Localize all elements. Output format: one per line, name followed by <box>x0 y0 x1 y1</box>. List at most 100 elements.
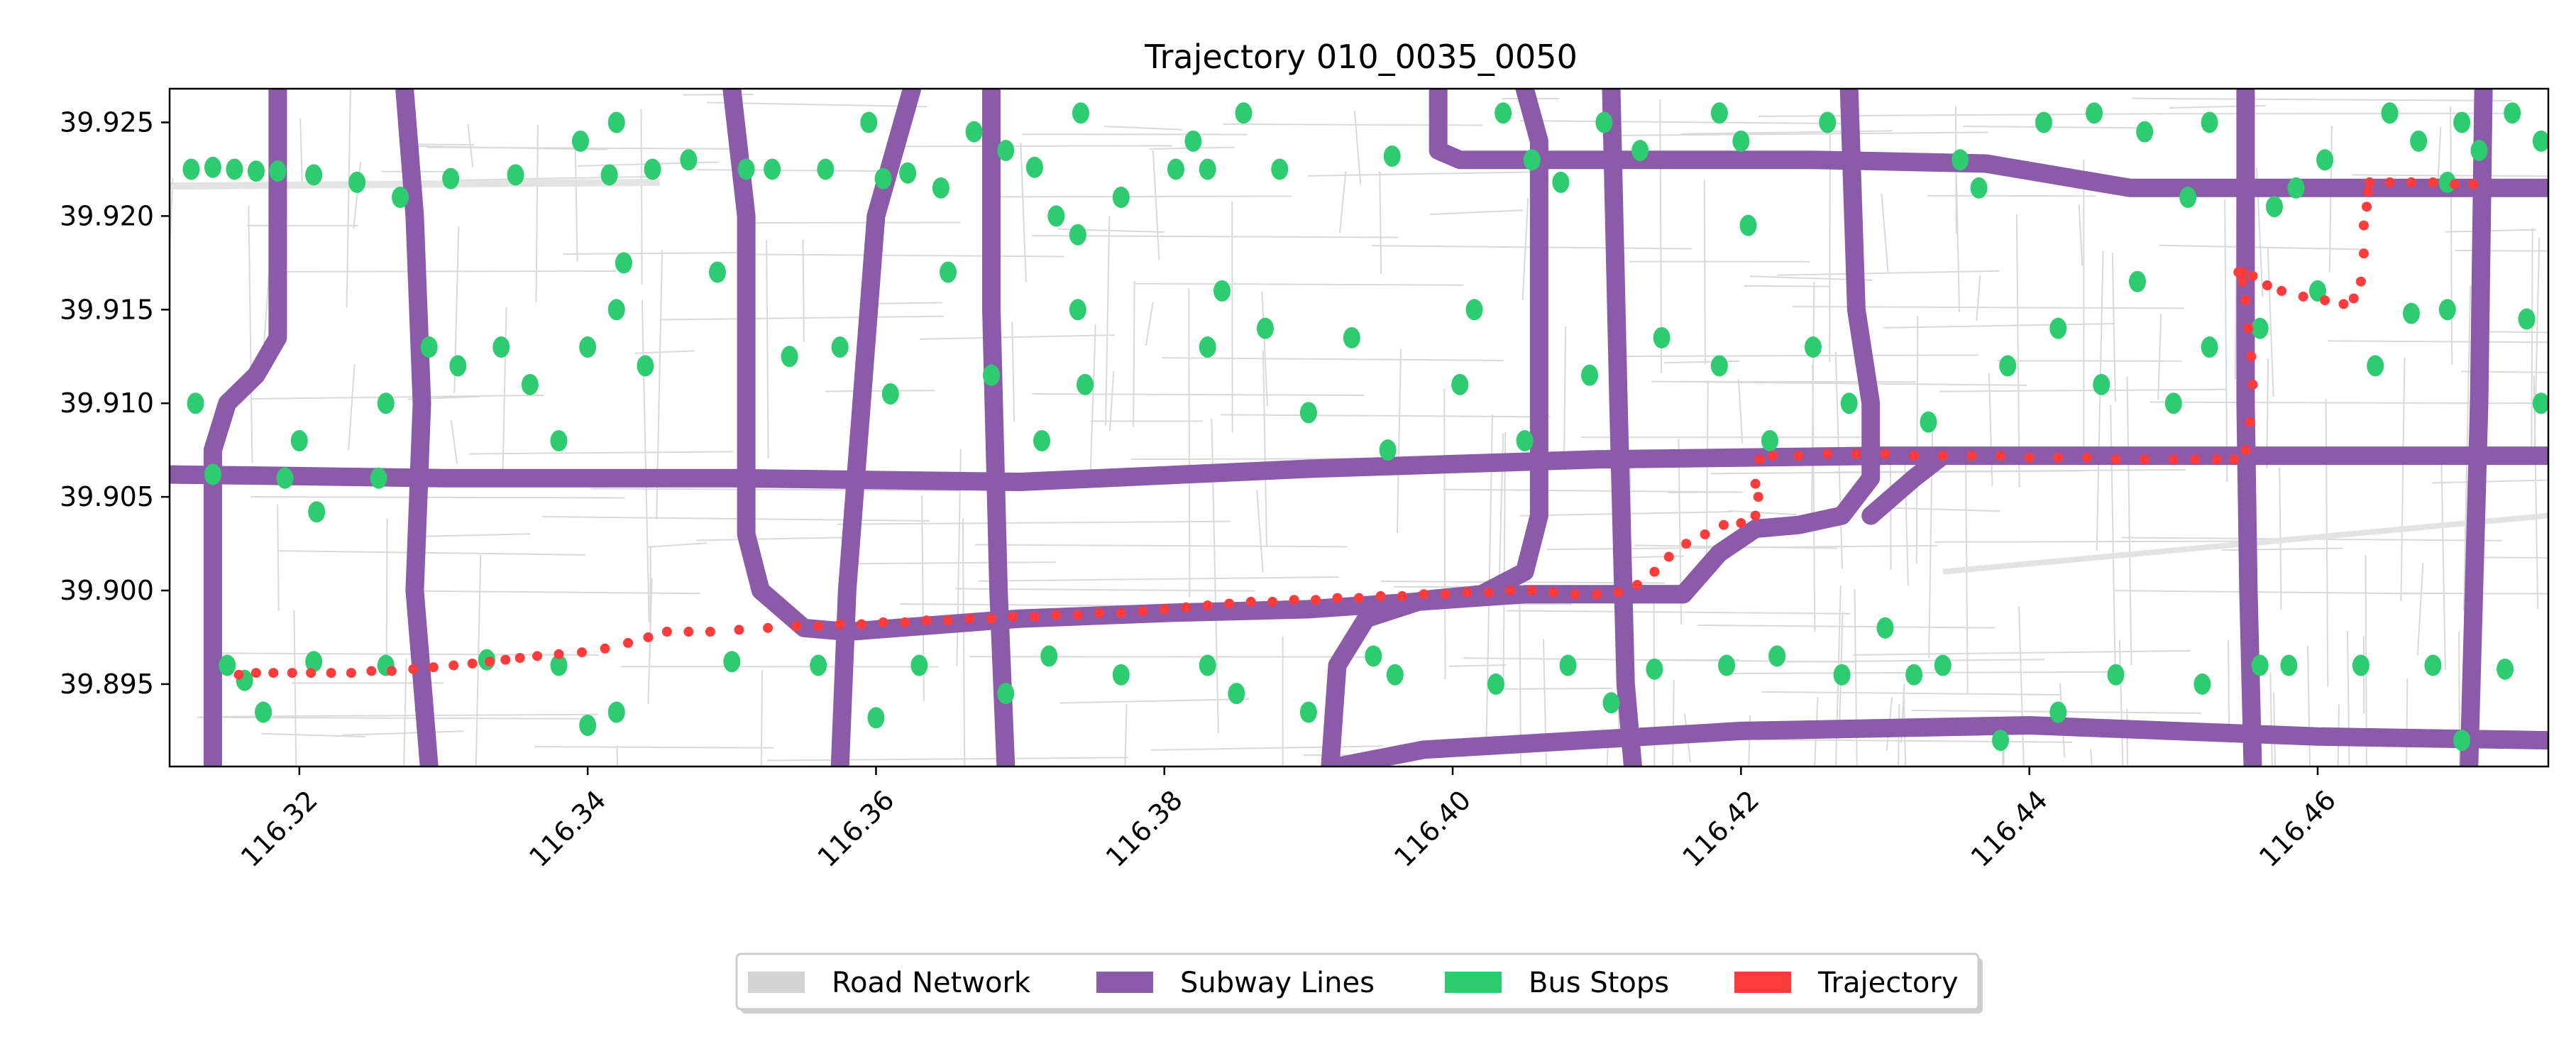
bus-stop-point <box>997 683 1015 705</box>
y-tick-label: 39.925 <box>60 106 154 138</box>
road-segment <box>1133 280 1135 427</box>
trajectory-point <box>1750 510 1761 521</box>
road-segment <box>2401 592 2548 595</box>
road-segment <box>1104 126 1183 131</box>
road-segment <box>2126 709 2128 766</box>
trajectory-point <box>287 668 297 678</box>
trajectory-point <box>554 649 564 659</box>
road-segment <box>660 315 944 321</box>
road-segment <box>2455 250 2548 252</box>
trajectory-point <box>2053 452 2064 463</box>
bus-stop-point <box>2424 654 2442 676</box>
trajectory-point <box>1632 580 1643 590</box>
legend-label: Trajectory <box>1817 967 1959 999</box>
road-segment <box>2018 606 2025 766</box>
x-tick-label: 116.34 <box>523 784 612 873</box>
bus-stop-point <box>810 654 827 676</box>
bus-stop-point <box>2518 308 2536 330</box>
bus-stop-point <box>1833 664 1851 686</box>
bus-stop-point <box>1952 149 1969 171</box>
road-segment <box>1754 738 2073 743</box>
bus-stop-point <box>1516 429 1534 451</box>
trajectory-point <box>857 619 867 630</box>
road-segment <box>802 239 805 342</box>
road-segment <box>412 533 530 538</box>
trajectory-point <box>2238 276 2248 287</box>
road-segment <box>542 515 930 522</box>
subway-line <box>722 89 857 642</box>
bus-stop-point <box>1112 664 1130 686</box>
road-segment <box>348 364 356 451</box>
bus-stop-point <box>1653 326 1670 348</box>
road-segment <box>1133 282 1464 286</box>
road-segment <box>2002 740 2004 766</box>
trajectory-point <box>1966 451 1977 461</box>
trajectory-point <box>1937 451 1948 461</box>
bus-stop-point <box>723 651 741 673</box>
road-segment <box>1810 282 1815 527</box>
road-segment <box>2078 204 2084 266</box>
trajectory-point <box>1289 595 1299 605</box>
bus-stop-point <box>737 158 755 180</box>
bus-stop-point <box>615 252 632 274</box>
bus-stop-point <box>377 392 395 414</box>
trajectory-point <box>600 643 610 654</box>
bus-stop-point <box>1465 299 1483 321</box>
trajectory-point <box>1224 598 1235 609</box>
y-tick-label: 39.905 <box>60 481 154 512</box>
trajectory-point <box>1718 520 1729 530</box>
trajectory-point <box>1029 611 1040 622</box>
bus-stop-point <box>1383 145 1401 167</box>
x-tick-label: 116.46 <box>2253 784 2342 873</box>
trajectory-point <box>2238 267 2248 278</box>
bus-stop-point <box>2308 280 2326 302</box>
road-segment <box>277 504 280 611</box>
legend-label: Subway Lines <box>1180 967 1375 999</box>
road-segment <box>1502 432 1507 690</box>
bus-stop-point <box>204 463 221 485</box>
bus-stop-point <box>600 164 618 186</box>
trajectory-point <box>1570 589 1580 600</box>
trajectory-point <box>2246 351 2257 362</box>
road-segment <box>1939 388 2227 392</box>
bus-stop-point <box>305 651 323 673</box>
trajectory-point <box>2348 293 2359 304</box>
trajectory-point <box>532 651 543 661</box>
trajectory-point <box>500 654 511 665</box>
bus-stop-point <box>2251 317 2269 339</box>
bus-stop-point <box>867 707 885 729</box>
road-segment <box>2132 97 2513 101</box>
road-segment <box>1262 350 1267 546</box>
trajectory-point <box>1592 589 1602 600</box>
bus-stop-point <box>2129 270 2147 292</box>
trajectory-point <box>386 666 397 676</box>
bus-stop-point <box>1199 158 1216 180</box>
road-segment <box>2159 244 2362 251</box>
subway-line <box>170 446 2548 491</box>
bus-stop-point <box>1718 654 1736 676</box>
trajectory-point <box>2081 452 2092 463</box>
bus-stop-point <box>965 121 983 143</box>
road-segment <box>268 270 617 273</box>
road-segment <box>1220 414 1551 418</box>
bus-stop-point <box>1840 392 1858 414</box>
trajectory-point <box>2277 285 2287 296</box>
road-segment <box>2533 375 2539 610</box>
trajectory-point <box>514 652 525 663</box>
x-tick-label: 116.42 <box>1676 784 1765 873</box>
trajectory-point <box>1909 451 1920 461</box>
bus-stop-point <box>1077 373 1094 395</box>
road-segment <box>1883 323 2114 329</box>
bus-stop-point <box>1739 214 1757 236</box>
bus-stop-point <box>521 373 539 395</box>
road-segment <box>2306 646 2311 766</box>
trajectory-point <box>2320 295 2330 306</box>
road-segment <box>1934 540 2288 543</box>
bus-stop-point <box>2280 654 2298 676</box>
bus-stop-point <box>276 467 294 489</box>
road-segment <box>1152 150 1160 260</box>
road-segment <box>1777 270 2000 276</box>
trajectory-point <box>428 662 439 673</box>
road-segment <box>2460 370 2548 373</box>
road-segment <box>1145 302 1154 346</box>
